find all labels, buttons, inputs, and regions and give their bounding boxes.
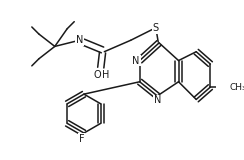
Text: H: H bbox=[102, 70, 110, 80]
Text: S: S bbox=[152, 23, 159, 33]
Text: N: N bbox=[154, 95, 161, 105]
Text: N: N bbox=[132, 56, 140, 66]
Text: CH₃: CH₃ bbox=[230, 83, 244, 92]
Text: O: O bbox=[93, 70, 101, 80]
Text: F: F bbox=[79, 134, 84, 144]
Text: N: N bbox=[76, 35, 83, 45]
